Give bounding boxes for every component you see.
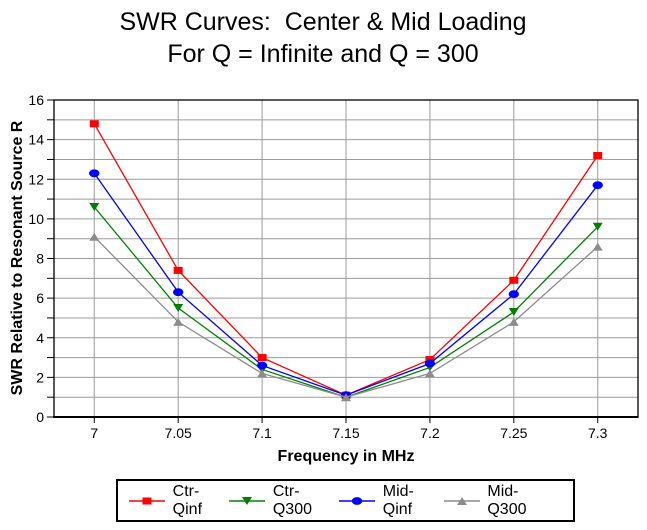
chart-title: SWR Curves: Center & Mid Loading xyxy=(119,8,526,36)
legend-marker xyxy=(456,496,467,505)
y-tick-label: 2 xyxy=(36,369,44,385)
series-marker-mid-qinf xyxy=(508,290,520,299)
y-tick-label: 8 xyxy=(36,251,44,267)
circle-icon xyxy=(339,496,376,505)
plot-area: 0 2 4 6 8 10 12 14 16 7 7.05 7.1 7.15 7.2 7.25 7.3 xyxy=(28,92,639,441)
x-tick-label: 7.15 xyxy=(332,425,359,441)
series-marker-ctr-q300 xyxy=(508,307,519,316)
y-tick-label: 0 xyxy=(36,409,44,425)
x-tick-label: 7.3 xyxy=(588,425,608,441)
x-tick-label: 7.05 xyxy=(165,425,192,441)
series-marker-ctr-qinf xyxy=(173,266,183,274)
triangle-up-icon xyxy=(443,496,480,505)
legend-label: Ctr-Qinf xyxy=(172,482,203,518)
series-marker-mid-q300 xyxy=(173,317,184,326)
series-marker-mid-q300 xyxy=(257,369,268,378)
series-marker-ctr-q300 xyxy=(89,202,100,211)
x-tick-label: 7.1 xyxy=(252,425,272,441)
series-marker-mid-q300 xyxy=(89,232,100,241)
series-marker-mid-q300 xyxy=(592,242,603,251)
y-tick-label: 6 xyxy=(36,290,44,306)
x-axis-title: Frequency in MHz xyxy=(278,448,415,465)
square-icon xyxy=(129,497,165,504)
series-marker-mid-qinf xyxy=(592,181,603,190)
x-tick-label: 7.2 xyxy=(420,425,440,441)
legend-item-mid-q300: Mid-Q300 xyxy=(443,483,557,519)
legend-label: Ctr-Q300 xyxy=(272,482,312,518)
series-marker-mid-q300 xyxy=(508,317,519,326)
series-marker-mid-qinf xyxy=(424,359,436,368)
legend: Ctr-Qinf Ctr-Q300 Mid-Qinf Mid-Q300 xyxy=(116,479,575,522)
series-marker-ctr-qinf xyxy=(89,120,99,128)
legend-marker xyxy=(351,496,363,505)
series-marker-mid-qinf xyxy=(89,169,100,178)
y-tick-label: 12 xyxy=(28,171,44,187)
legend-marker xyxy=(242,496,253,505)
legend-label: Mid-Q300 xyxy=(487,482,527,518)
x-tick-label: 7.25 xyxy=(500,425,527,441)
series-marker-mid-q300 xyxy=(341,393,351,402)
x-tick-label: 7 xyxy=(90,425,98,441)
series-marker-ctr-qinf xyxy=(425,356,435,364)
triangle-down-icon xyxy=(229,496,266,505)
legend-item-ctr-qinf: Ctr-Qinf xyxy=(128,483,228,519)
y-tick-label: 4 xyxy=(36,330,44,346)
legend-item-mid-qinf: Mid-Qinf xyxy=(338,483,443,519)
series-marker-mid-qinf xyxy=(172,288,184,297)
legend-label: Mid-Qinf xyxy=(382,482,414,518)
series-marker-ctr-qinf xyxy=(593,151,603,159)
y-tick-label: 10 xyxy=(28,211,44,227)
legend-item-ctr-q300: Ctr-Q300 xyxy=(228,483,338,519)
series-marker-ctr-q300 xyxy=(173,304,184,313)
chart-subtitle: For Q = Infinite and Q = 300 xyxy=(167,40,478,68)
series-marker-ctr-qinf xyxy=(257,354,267,362)
y-tick-label: 14 xyxy=(28,132,44,148)
y-tick-label: 16 xyxy=(28,92,44,108)
series-marker-ctr-qinf xyxy=(509,276,519,284)
y-axis-title: SWR Relative to Resonant Source R xyxy=(9,120,26,395)
series-marker-ctr-q300 xyxy=(592,222,603,231)
legend-marker xyxy=(142,497,152,504)
series-marker-mid-q300 xyxy=(424,369,435,378)
series-marker-mid-qinf xyxy=(256,361,268,370)
